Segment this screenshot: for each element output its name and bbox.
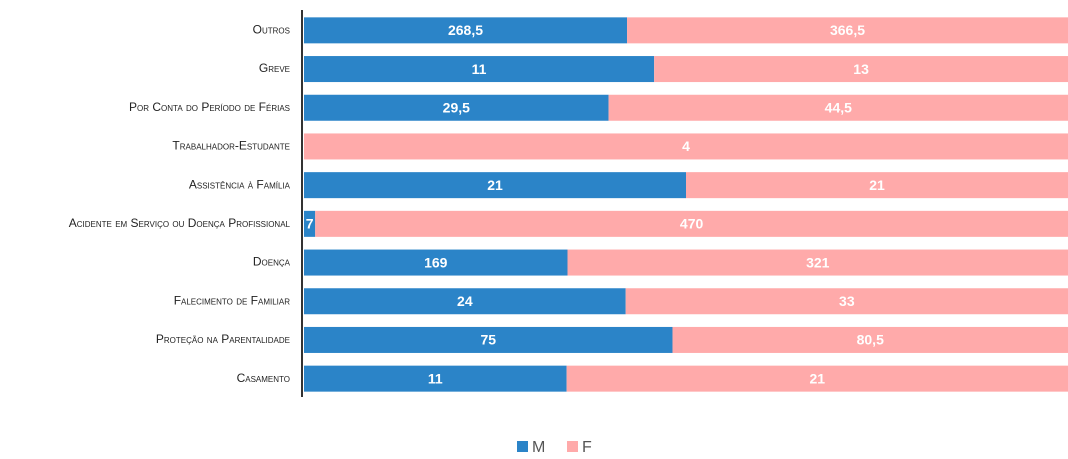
legend-swatch	[567, 441, 578, 452]
category-label: Assistência à Família	[189, 177, 291, 191]
legend-label: M	[532, 439, 545, 456]
bar-segment	[567, 249, 1068, 276]
value-label: 44,5	[825, 99, 852, 115]
value-label: 75	[480, 332, 496, 348]
bar-segment	[304, 172, 686, 199]
value-label: 21	[869, 177, 885, 193]
bar-segment	[304, 326, 673, 353]
legend-swatch	[517, 441, 528, 452]
value-label: 366,5	[830, 22, 865, 38]
value-label: 21	[810, 370, 826, 386]
bar-segment	[686, 172, 1068, 199]
bar-segment	[304, 17, 628, 44]
bar-segment	[304, 56, 655, 83]
value-label: 11	[428, 370, 443, 386]
category-label: Acidente em Serviço ou Doença Profission…	[69, 216, 291, 230]
bar-segment	[304, 288, 626, 315]
bar-segment	[304, 94, 609, 121]
bar-segment	[304, 249, 568, 276]
category-label: Outros	[253, 23, 290, 37]
value-label: 13	[853, 61, 869, 77]
category-label: Trabalhador-Estudante	[172, 139, 290, 153]
category-label: Falecimento de Familiar	[174, 293, 291, 307]
value-label: 470	[680, 216, 704, 232]
bar-segment	[304, 210, 316, 237]
bar-segment	[566, 365, 1068, 392]
category-label: Greve	[259, 61, 290, 75]
value-label: 33	[839, 293, 855, 309]
category-label: Casamento	[237, 371, 290, 385]
value-label: 11	[472, 61, 487, 77]
category-label: Por Conta do Período de Férias	[129, 100, 290, 114]
value-label: 169	[424, 254, 448, 270]
value-label: 21	[487, 177, 503, 193]
value-label: 321	[806, 254, 830, 270]
category-label: Doença	[253, 255, 291, 269]
value-label: 80,5	[857, 332, 884, 348]
bar-segment	[304, 365, 567, 392]
value-label: 7	[306, 216, 314, 232]
bar-segment	[608, 94, 1068, 121]
value-label: 4	[682, 138, 690, 154]
bar-segment	[627, 17, 1068, 44]
bar-segment	[672, 326, 1068, 353]
value-label: 24	[457, 293, 473, 309]
value-label: 29,5	[443, 99, 470, 115]
category-label: Proteção na Parentalidade	[156, 332, 290, 346]
bar-segment	[304, 133, 1068, 160]
legend-label: F	[582, 439, 592, 456]
bar-segment	[315, 210, 1068, 237]
bar-segment	[625, 288, 1068, 315]
bar-segment	[654, 56, 1068, 83]
value-label: 268,5	[448, 22, 483, 38]
